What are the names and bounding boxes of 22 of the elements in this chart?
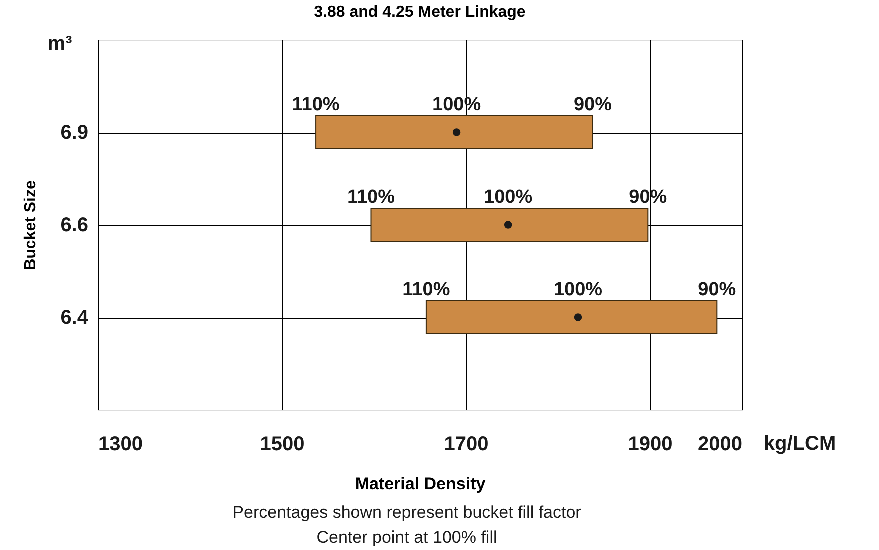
text: m³ <box>48 33 73 55</box>
text: Percentages shown represent bucket fill factor <box>232 503 582 522</box>
y-axis-title: Bucket Size <box>22 180 40 270</box>
x-tick-label: 2000 <box>698 434 742 456</box>
x-tick-label: 1500 <box>260 434 305 456</box>
x-tick-label: 1900 <box>628 434 673 456</box>
x-axis-title: Material Density <box>355 474 486 494</box>
annotation: 110% <box>292 94 340 116</box>
chart-title: 3.88 and 4.25 Meter Linkage <box>314 4 526 21</box>
annotation: 90% <box>574 94 612 116</box>
text: Center point at 100% fill <box>316 528 498 547</box>
annotation: 100% <box>484 187 533 208</box>
y-tick-label: 6.4 <box>60 307 90 329</box>
annotation: 110% <box>402 280 450 300</box>
text: kg/LCM <box>764 433 836 455</box>
y-tick-label: 6.6 <box>60 214 88 236</box>
annotation: 100% <box>554 280 603 300</box>
annotation: 110% <box>347 187 396 208</box>
x-tick-label: 1300 <box>98 434 143 456</box>
y-tick-label: 6.9 <box>60 122 88 144</box>
annotation: 90% <box>698 280 736 300</box>
x-tick-label: 1700 <box>444 434 489 456</box>
